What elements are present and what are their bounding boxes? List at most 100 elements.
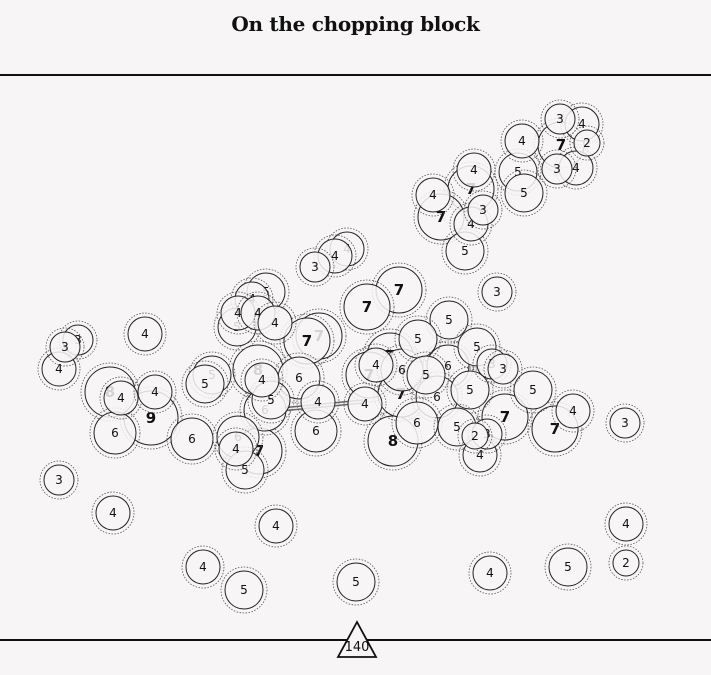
- bubble-halo: [554, 146, 598, 190]
- bubble-label: 7: [362, 298, 372, 316]
- bubble-label: 7: [436, 208, 446, 226]
- bubble-label: 5: [466, 383, 474, 397]
- bubble-halo: [569, 125, 605, 161]
- bubble-label: 2: [622, 556, 630, 570]
- bubble-label: 4: [578, 117, 586, 131]
- bubble: 5: [544, 543, 592, 591]
- bubble: 6: [290, 405, 342, 457]
- bubble: 3: [483, 349, 523, 389]
- bubble-circle: [541, 153, 573, 185]
- bubble-label: 4: [141, 327, 149, 341]
- bubble-halo: [123, 312, 167, 356]
- bubble-label: 7: [466, 180, 476, 198]
- bubble-label: 7: [500, 408, 510, 426]
- bubble-label: 2: [583, 136, 591, 150]
- bubble-label: 4: [569, 404, 577, 418]
- bubble-circle: [608, 506, 644, 542]
- bubble-label: 5: [564, 560, 572, 574]
- bubble-label: 4: [117, 391, 125, 405]
- bubble-halo: [537, 149, 577, 189]
- bubble-circle: [487, 353, 519, 385]
- bubble-halo: [467, 414, 507, 454]
- bubble: 3: [477, 272, 517, 312]
- bubble-circle: [49, 331, 81, 363]
- bubble-circle: [513, 370, 553, 410]
- bubble-halo: [446, 366, 494, 414]
- bubble-halo: [313, 234, 357, 278]
- bubble: 4: [240, 358, 284, 402]
- bubble-halo: [411, 173, 455, 217]
- bubble-label: 5: [461, 244, 469, 258]
- bubble-halo: [457, 418, 493, 454]
- bubble-halo: [527, 401, 583, 457]
- bubble-circle: [299, 251, 331, 283]
- bubble-label: 5: [267, 393, 275, 407]
- bubble-circle: [609, 407, 641, 439]
- bubble: 3: [39, 460, 79, 500]
- bubble: 2: [457, 418, 493, 454]
- bubble-label: 4: [372, 358, 380, 372]
- bubble: 4: [254, 504, 298, 548]
- bubble-circle: [137, 374, 173, 410]
- bubble-halo: [560, 102, 604, 146]
- bubble-label: 6: [188, 432, 196, 446]
- bubble-label: 3: [311, 260, 319, 274]
- bubble-halo: [402, 351, 450, 399]
- bubble-circle: [472, 555, 508, 591]
- bubble-halo: [45, 327, 85, 367]
- bubble: 3: [540, 99, 580, 139]
- bubble-label: 4: [331, 249, 339, 263]
- bubble-label: 4: [429, 188, 437, 202]
- bubble-label: 7: [550, 420, 560, 438]
- bubble-label: 5: [201, 377, 209, 391]
- bubble-circle: [358, 347, 394, 383]
- top-rule: [0, 74, 711, 76]
- bubble-label: 8: [388, 432, 398, 450]
- triangle-marker-label: 140: [345, 640, 370, 655]
- bubble: 4: [133, 370, 177, 414]
- bubble: 3: [295, 247, 335, 287]
- bubble-halo: [343, 382, 387, 426]
- bubble-halo: [544, 543, 592, 591]
- bubble-label: 9: [146, 409, 156, 427]
- bubble-label: 3: [556, 112, 564, 126]
- bubble-circle: [127, 316, 163, 352]
- bubble-circle: [461, 422, 489, 450]
- bubble-circle: [185, 549, 221, 585]
- bubble-label: 6: [413, 416, 421, 430]
- bubble-label: 3: [479, 203, 487, 217]
- bubble-label: 4: [254, 306, 262, 320]
- bubble-halo: [494, 148, 542, 196]
- bubble: 5: [500, 169, 548, 217]
- bubble: 3: [45, 327, 85, 367]
- bubble-label: 3: [55, 473, 63, 487]
- bubble: 5: [181, 360, 229, 408]
- bubble: 4: [604, 502, 648, 546]
- bubble-label: 6: [111, 426, 119, 440]
- bubble-halo: [540, 99, 580, 139]
- bubble-halo: [242, 268, 290, 316]
- bubble-circle: [548, 547, 588, 587]
- bubble-label: 5: [453, 420, 461, 434]
- bubble-label: 3: [621, 416, 629, 430]
- bubble-circle: [244, 362, 280, 398]
- bubble-circle: [300, 384, 336, 420]
- bubble: 3: [537, 149, 577, 189]
- bubble-halo: [608, 545, 644, 581]
- bubble-circle: [504, 173, 544, 213]
- bubble-label: 4: [232, 442, 240, 456]
- bubble: 3: [605, 403, 645, 443]
- bubble-halo: [441, 227, 489, 275]
- bubble-halo: [551, 389, 595, 433]
- bubble-halo: [181, 545, 225, 589]
- bubble-label: 4: [518, 134, 526, 148]
- bubble-halo: [240, 358, 284, 402]
- bubble-halo: [483, 349, 523, 389]
- bubble: 4: [452, 148, 496, 192]
- bubble-halo: [509, 366, 557, 414]
- bubble-halo: [296, 380, 340, 424]
- bubble-label: 6: [444, 359, 452, 373]
- bubble-label: 3: [61, 340, 69, 354]
- bubble-circle: [224, 570, 264, 610]
- bubble-halo: [500, 169, 548, 217]
